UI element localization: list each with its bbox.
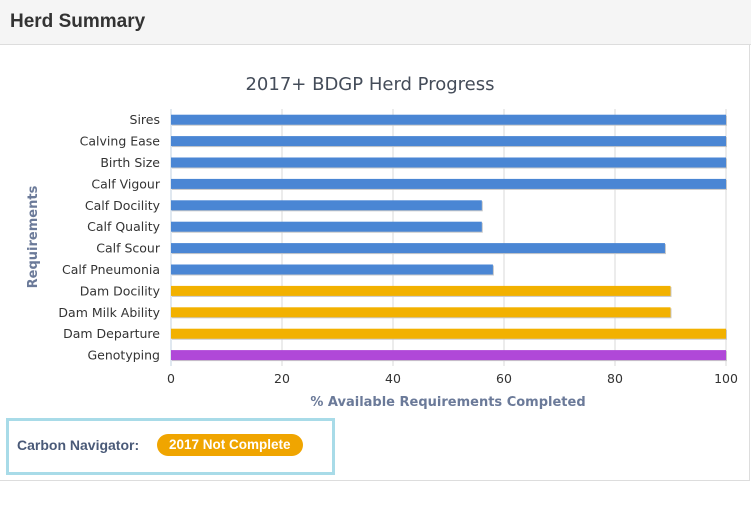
x-axis-title: % Available Requirements Completed: [310, 395, 585, 410]
category-label: Calf Docility: [85, 198, 161, 213]
category-label: Dam Departure: [63, 326, 160, 341]
herd-progress-chart: 2017+ BDGP Herd Progress Requirements % …: [26, 74, 738, 410]
carbon-status-badge[interactable]: 2017 Not Complete: [157, 434, 303, 456]
bar-birth-size[interactable]: [171, 157, 726, 168]
bar-calf-quality[interactable]: [171, 221, 482, 232]
category-label: Genotyping: [87, 348, 160, 363]
bars: [171, 114, 727, 362]
bar-genotyping[interactable]: [171, 350, 726, 361]
carbon-navigator-box: Carbon Navigator: 2017 Not Complete: [6, 418, 335, 475]
category-label: Calf Scour: [96, 241, 161, 256]
x-tick-label: 40: [385, 371, 401, 386]
x-tick-label: 100: [714, 371, 738, 386]
x-tick-label: 60: [496, 371, 512, 386]
bar-dam-departure[interactable]: [171, 328, 726, 339]
panel-header: Herd Summary: [0, 0, 751, 45]
x-tick-label: 0: [167, 371, 175, 386]
category-label: Dam Docility: [80, 283, 161, 298]
x-tick-label: 80: [607, 371, 623, 386]
category-label: Calf Pneumonia: [62, 262, 160, 277]
tick-labels: 0 20 40 60 80 100: [167, 371, 738, 386]
bar-calf-scour[interactable]: [171, 243, 665, 254]
bar-dam-milk-ability[interactable]: [171, 307, 671, 318]
y-axis-title: Requirements: [26, 185, 41, 288]
category-label: Sires: [130, 112, 160, 127]
carbon-navigator-label: Carbon Navigator:: [17, 437, 140, 453]
bar-calf-vigour[interactable]: [171, 178, 726, 189]
category-label: Calving Ease: [80, 134, 161, 149]
bar-dam-docility[interactable]: [171, 285, 671, 296]
bar-sires[interactable]: [171, 114, 726, 125]
chart-title: 2017+ BDGP Herd Progress: [245, 74, 494, 95]
bar-calf-docility[interactable]: [171, 200, 482, 211]
category-label: Calf Quality: [87, 219, 161, 234]
bar-calf-pneumonia[interactable]: [171, 264, 493, 275]
category-label: Birth Size: [100, 155, 160, 170]
category-labels: Sires Calving Ease Birth Size Calf Vigour Ca…: [58, 112, 160, 362]
grid-lines: [170, 109, 727, 366]
x-tick-label: 20: [274, 371, 290, 386]
category-label: Dam Milk Ability: [58, 305, 160, 320]
herd-summary-panel: Herd Summary: [0, 0, 751, 481]
bar-calving-ease[interactable]: [171, 136, 726, 147]
category-label: Calf Vigour: [91, 176, 160, 191]
panel-title: Herd Summary: [10, 11, 146, 32]
